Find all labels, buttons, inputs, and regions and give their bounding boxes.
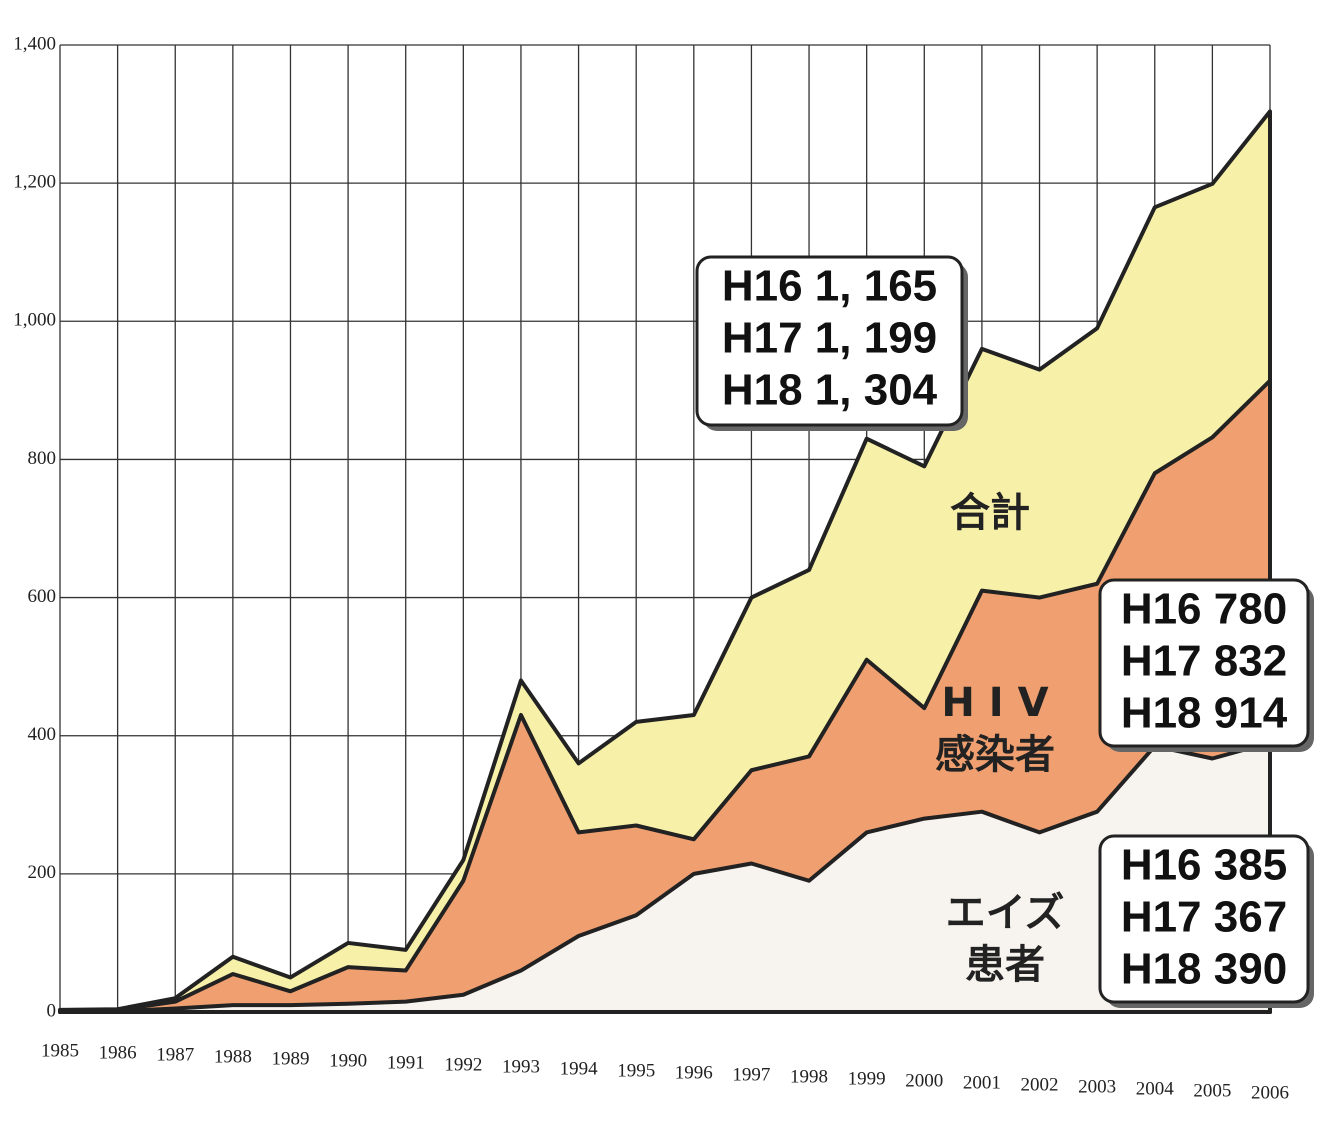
series-label: エイズ [946, 890, 1065, 936]
annotation-text: H17 832 [1121, 637, 1287, 686]
annotation-box [1098, 578, 1310, 748]
series-label: 感染者 [935, 732, 1055, 778]
x-tick-label: 2001 [963, 1072, 1001, 1093]
x-tick-label: 2006 [1251, 1082, 1289, 1103]
series-label: H I V [941, 680, 1048, 726]
x-tick-label: 1985 [41, 1040, 79, 1061]
annotation-text: H16 780 [1121, 585, 1287, 634]
y-tick-label: 800 [28, 448, 57, 469]
series-label: 患者 [965, 942, 1045, 988]
x-tick-label: 2003 [1078, 1076, 1116, 1097]
x-tick-label: 1999 [848, 1068, 886, 1089]
y-tick-label: 0 [47, 1000, 57, 1021]
x-tick-label: 2002 [1021, 1074, 1059, 1095]
x-tick-label: 1993 [502, 1056, 540, 1077]
annotation-box [695, 255, 964, 427]
annotation-box [1098, 834, 1310, 1004]
x-tick-label: 1987 [156, 1044, 194, 1065]
x-tick-label: 2005 [1193, 1080, 1231, 1101]
x-tick-label: 1995 [617, 1060, 655, 1081]
x-tick-label: 1990 [329, 1050, 367, 1071]
annotation-text: H18 390 [1121, 945, 1287, 994]
annotation-text: H18 914 [1121, 689, 1288, 738]
x-tick-label: 1997 [732, 1064, 770, 1085]
x-tick-label: 2000 [905, 1070, 943, 1091]
y-tick-label: 400 [28, 724, 57, 745]
x-tick-label: 1986 [99, 1042, 137, 1063]
y-tick-label: 200 [28, 862, 57, 883]
series-label: 合計 [950, 490, 1030, 536]
annotation-text: H17 367 [1121, 893, 1287, 942]
x-tick-label: 2004 [1136, 1078, 1175, 1099]
y-tick-label: 1,400 [13, 33, 56, 54]
y-tick-label: 1,000 [13, 310, 56, 331]
y-tick-label: 1,200 [13, 172, 56, 193]
annotation-text: H16 1, 165 [722, 262, 937, 311]
annotation-text: H18 1, 304 [722, 366, 938, 415]
annotation-text: H16 385 [1121, 841, 1287, 890]
annotation-text: H17 1, 199 [722, 314, 937, 363]
x-tick-label: 1994 [560, 1058, 599, 1079]
x-tick-label: 1988 [214, 1046, 252, 1067]
x-tick-label: 1992 [444, 1054, 482, 1075]
y-tick-label: 600 [28, 586, 57, 607]
x-tick-label: 1991 [387, 1052, 425, 1073]
x-tick-label: 1996 [675, 1062, 713, 1083]
x-tick-label: 1998 [790, 1066, 828, 1087]
x-tick-label: 1989 [271, 1048, 309, 1069]
